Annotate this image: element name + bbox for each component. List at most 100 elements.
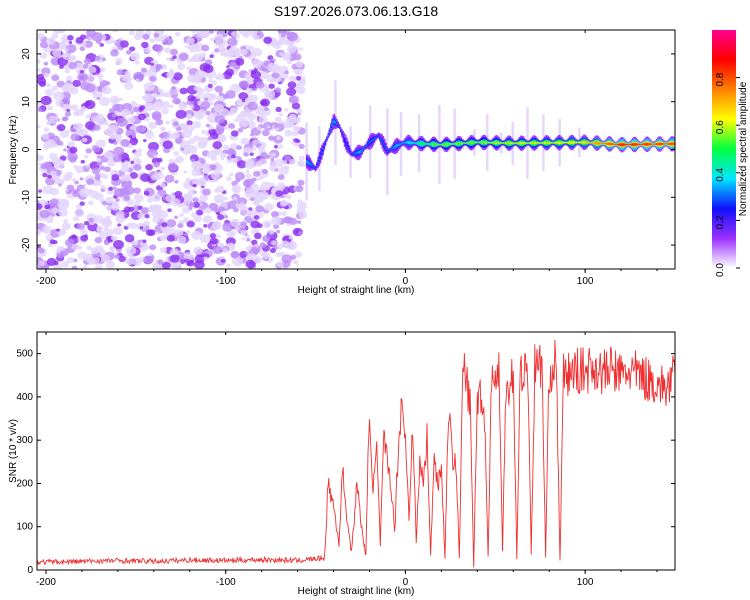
- ridge-cell: [445, 142, 448, 146]
- ridge-cell: [552, 142, 555, 144]
- noise-blob: [270, 240, 278, 246]
- noise-blob: [68, 156, 77, 163]
- noise-blob: [299, 161, 306, 168]
- noise-blob: [65, 130, 70, 134]
- ridge-cell: [416, 142, 419, 145]
- noise-blob: [161, 227, 170, 235]
- noise-blob: [286, 223, 291, 227]
- noise-blob: [270, 161, 275, 166]
- noise-blob: [61, 222, 71, 231]
- spectrogram-y-ticks: -20 -10 0 10 20: [21, 48, 675, 252]
- noise-blob: [197, 140, 208, 149]
- ridge-cell: [429, 143, 431, 145]
- noise-blob: [294, 142, 300, 147]
- ridge-cell: [562, 141, 565, 144]
- noise-blob: [155, 63, 163, 70]
- noise-blob: [62, 116, 69, 122]
- ridge-cell: [361, 149, 363, 152]
- ridge-cell: [431, 142, 434, 146]
- ridge-cell: [472, 141, 474, 144]
- ridge-cell: [621, 143, 624, 147]
- ridge-cell: [313, 166, 316, 168]
- spectrogram-y-tick-label: -10: [21, 190, 32, 205]
- noise-blob: [234, 172, 246, 181]
- ridge-cell: [551, 142, 553, 144]
- noise-blob: [114, 254, 120, 260]
- noise-blob: [79, 109, 85, 114]
- noise-blob: [190, 43, 197, 49]
- ridge-cell: [614, 143, 616, 145]
- ridge-cell: [630, 143, 633, 146]
- noise-blob: [166, 234, 175, 242]
- noise-blob: [145, 131, 154, 139]
- ridge-cell: [350, 151, 352, 154]
- noise-blob: [198, 30, 209, 37]
- noise-blob: [56, 140, 63, 146]
- noise-blob: [169, 248, 180, 257]
- noise-blob: [148, 204, 158, 213]
- ridge-cell: [377, 134, 380, 136]
- noise-blob: [284, 107, 289, 112]
- snr-x-ticks: -200 -100 0 100: [36, 332, 658, 588]
- noise-blob: [237, 202, 247, 211]
- noise-blob: [108, 107, 116, 114]
- ridge-cell: [606, 142, 609, 146]
- noise-blob: [64, 83, 75, 93]
- ridge-cell: [353, 152, 356, 155]
- noise-blob: [182, 144, 187, 149]
- spectrogram-x-tick-label: -100: [216, 276, 236, 287]
- ridge-cell: [633, 143, 635, 146]
- noise-blob: [192, 183, 197, 188]
- noise-blob: [88, 190, 99, 199]
- noise-blob: [129, 222, 138, 230]
- noise-blob: [37, 200, 40, 204]
- ridge-cell: [464, 142, 466, 144]
- noise-blob: [255, 81, 265, 89]
- noise-blob: [113, 226, 123, 235]
- ridge-cell: [347, 146, 349, 149]
- noise-blob: [226, 148, 235, 156]
- noise-blob: [48, 115, 59, 124]
- noise-blob: [149, 76, 157, 82]
- noise-blob: [44, 204, 50, 210]
- noise-blob: [161, 218, 167, 224]
- ridge-cell: [504, 142, 507, 144]
- noise-blob: [264, 89, 276, 99]
- noise-blob: [171, 132, 180, 140]
- noise-blob: [116, 117, 128, 127]
- noise-blob: [85, 121, 96, 130]
- noise-blob: [241, 237, 246, 241]
- noise-blob: [151, 111, 162, 120]
- noise-blob: [109, 133, 117, 140]
- noise-blob: [88, 66, 97, 74]
- ridge-cell: [470, 141, 473, 145]
- noise-blob: [172, 121, 179, 127]
- noise-blob: [124, 234, 135, 243]
- noise-blob: [60, 247, 65, 251]
- noise-blob: [120, 165, 130, 173]
- noise-blob: [37, 33, 45, 40]
- ridge-cell: [395, 144, 397, 148]
- noise-blob: [93, 124, 101, 131]
- noise-blob: [251, 177, 257, 182]
- ridge-cell: [519, 141, 522, 145]
- noise-blob: [219, 139, 224, 143]
- snr-x-tick-label: 100: [577, 577, 594, 588]
- noise-blob: [268, 229, 275, 235]
- noise-blob: [288, 95, 299, 104]
- figure-title: S197.2026.073.06.13.G18: [274, 3, 438, 19]
- ridge-cell: [363, 147, 366, 149]
- noise-blob: [99, 165, 106, 171]
- noise-blob: [128, 206, 135, 212]
- noise-blob: [134, 60, 140, 65]
- noise-blob: [101, 254, 111, 263]
- ridge-cell: [512, 142, 514, 145]
- noise-blob: [104, 127, 115, 136]
- noise-blob: [64, 188, 69, 192]
- ridge-cell: [557, 141, 560, 145]
- colorbar-ticks: 0.0 0.2 0.4 0.6 0.8: [715, 72, 740, 277]
- ridge-cell: [480, 141, 483, 144]
- noise-blob: [196, 177, 207, 187]
- noise-blob: [256, 126, 262, 131]
- noise-blob: [196, 87, 205, 95]
